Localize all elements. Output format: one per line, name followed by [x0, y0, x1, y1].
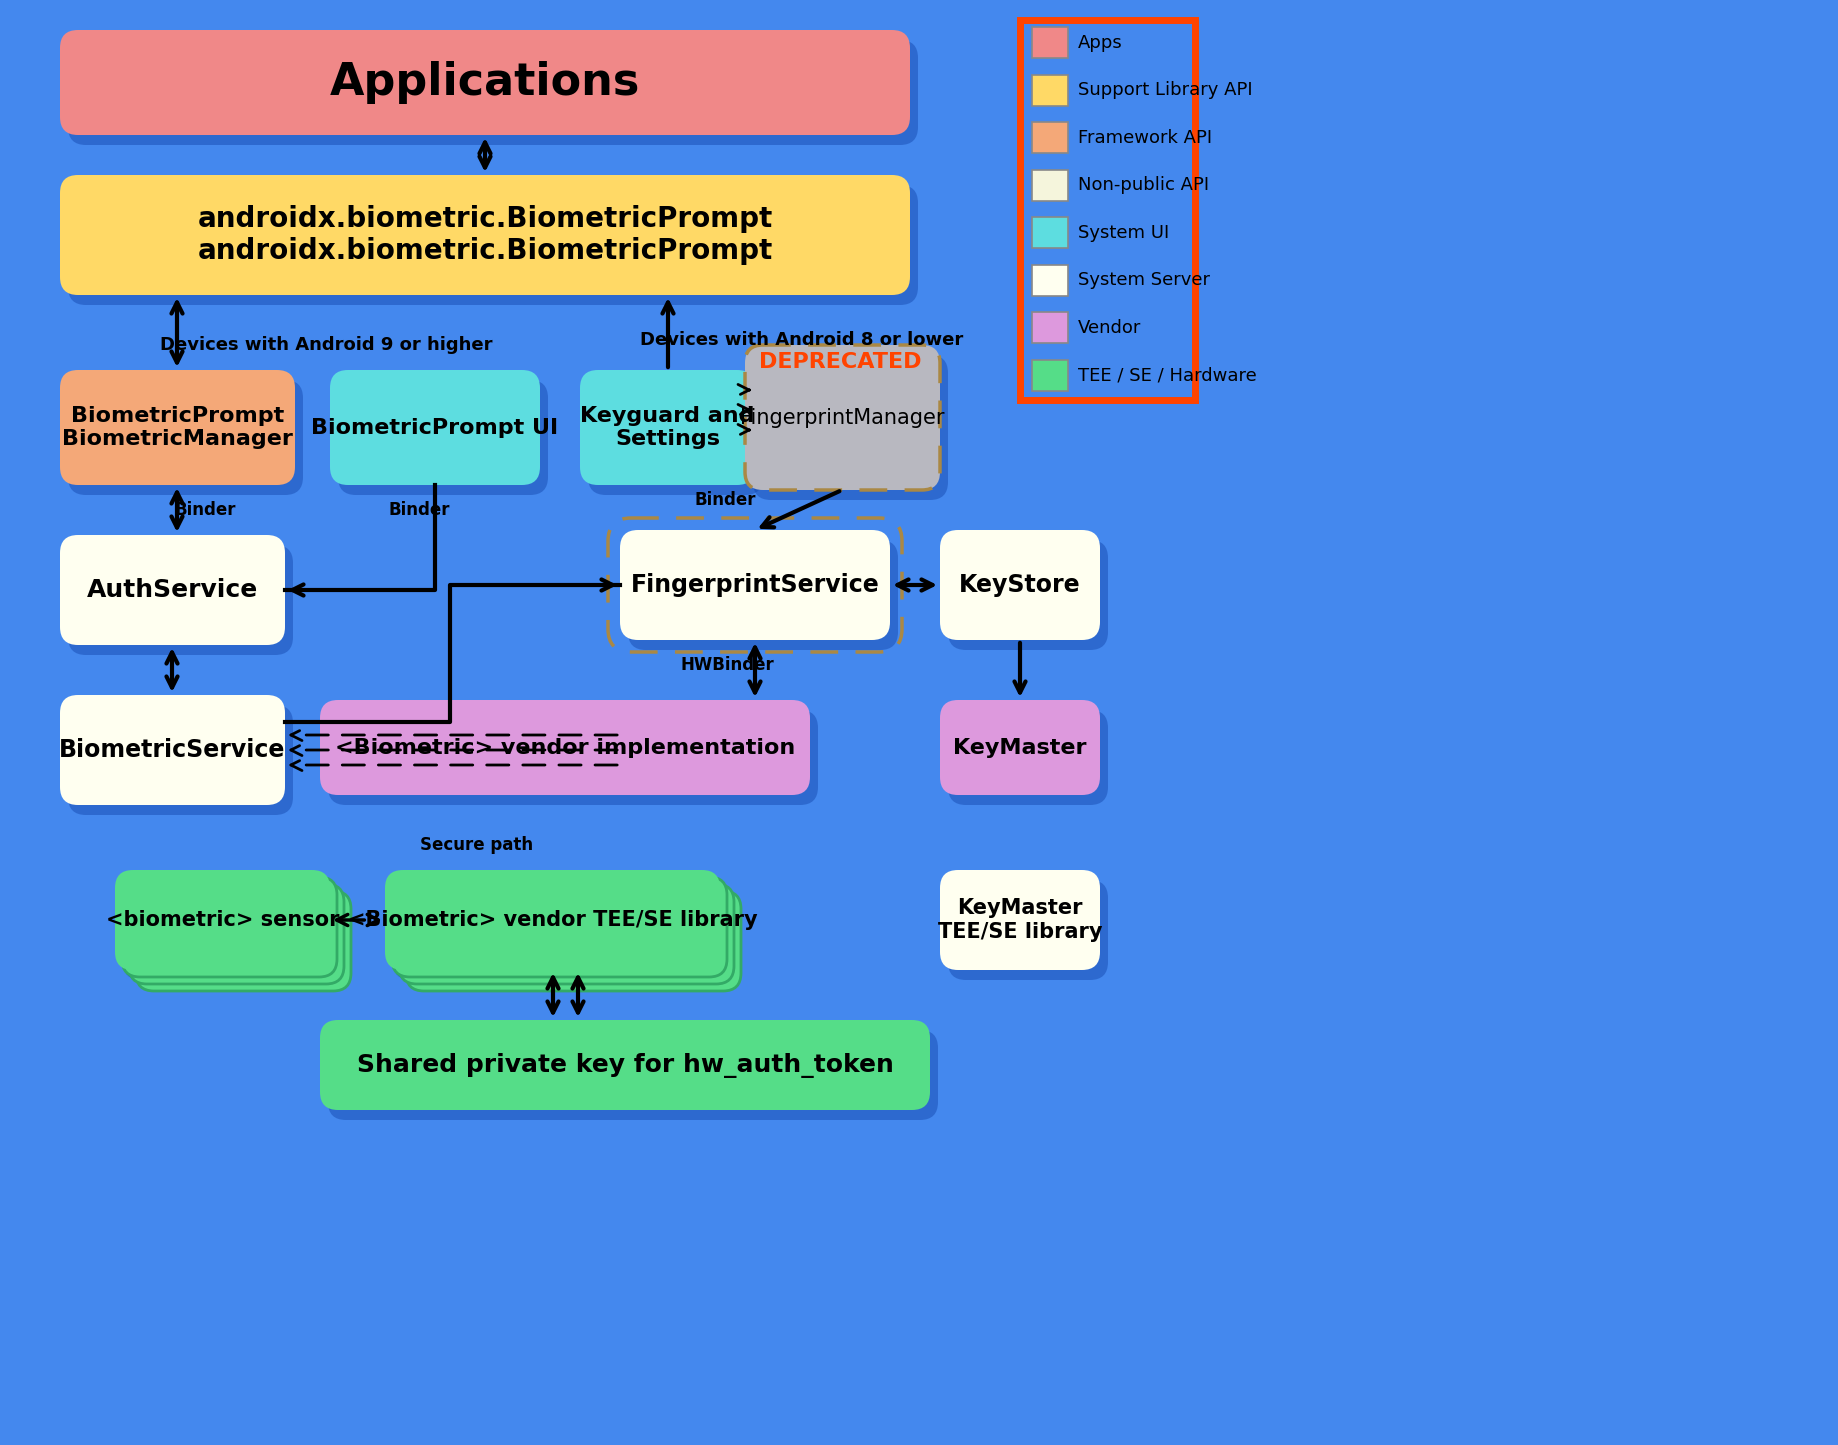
- FancyBboxPatch shape: [939, 699, 1099, 795]
- FancyBboxPatch shape: [619, 530, 890, 640]
- FancyBboxPatch shape: [1031, 75, 1068, 105]
- FancyBboxPatch shape: [1031, 217, 1068, 249]
- FancyBboxPatch shape: [1031, 169, 1068, 201]
- Text: KeyMaster: KeyMaster: [954, 737, 1086, 757]
- Text: Secure path: Secure path: [421, 837, 533, 854]
- FancyBboxPatch shape: [754, 355, 948, 500]
- FancyBboxPatch shape: [123, 880, 338, 980]
- FancyBboxPatch shape: [948, 880, 1108, 980]
- Text: Binder: Binder: [695, 491, 757, 509]
- FancyBboxPatch shape: [61, 30, 910, 134]
- Text: Vendor: Vendor: [1079, 319, 1141, 337]
- FancyBboxPatch shape: [61, 695, 285, 805]
- FancyBboxPatch shape: [68, 545, 292, 655]
- FancyBboxPatch shape: [581, 370, 755, 486]
- FancyBboxPatch shape: [121, 877, 336, 977]
- Text: DEPRECATED: DEPRECATED: [759, 353, 921, 371]
- Text: Devices with Android 9 or higher: Devices with Android 9 or higher: [160, 337, 493, 354]
- FancyBboxPatch shape: [1031, 312, 1068, 342]
- Text: Apps: Apps: [1079, 33, 1123, 52]
- Text: Devices with Android 8 or lower: Devices with Android 8 or lower: [640, 331, 963, 350]
- Text: TEE / SE / Hardware: TEE / SE / Hardware: [1079, 366, 1257, 384]
- FancyBboxPatch shape: [1031, 264, 1068, 295]
- Text: KeyMaster
TEE/SE library: KeyMaster TEE/SE library: [937, 899, 1103, 942]
- FancyBboxPatch shape: [68, 40, 917, 144]
- FancyBboxPatch shape: [136, 892, 351, 991]
- Text: <Biometric> vendor implementation: <Biometric> vendor implementation: [335, 737, 796, 757]
- FancyBboxPatch shape: [1031, 360, 1068, 390]
- Text: <Biometric> vendor TEE/SE library: <Biometric> vendor TEE/SE library: [347, 910, 757, 931]
- Text: androidx.biometric.BiometricPrompt
androidx.biometric.BiometricPrompt: androidx.biometric.BiometricPrompt andro…: [197, 205, 772, 266]
- Text: BiometricPrompt
BiometricManager: BiometricPrompt BiometricManager: [62, 406, 292, 449]
- Text: FingerprintService: FingerprintService: [630, 574, 879, 597]
- FancyBboxPatch shape: [393, 880, 728, 980]
- FancyBboxPatch shape: [61, 175, 910, 295]
- FancyBboxPatch shape: [61, 370, 296, 486]
- FancyBboxPatch shape: [948, 540, 1108, 650]
- Text: Non-public API: Non-public API: [1079, 176, 1209, 194]
- Text: System Server: System Server: [1079, 272, 1209, 289]
- FancyBboxPatch shape: [1031, 27, 1068, 58]
- FancyBboxPatch shape: [384, 870, 720, 970]
- FancyBboxPatch shape: [331, 370, 540, 486]
- FancyBboxPatch shape: [61, 535, 285, 644]
- Text: Binder: Binder: [388, 501, 450, 519]
- FancyBboxPatch shape: [327, 709, 818, 805]
- Text: System UI: System UI: [1079, 224, 1169, 241]
- FancyBboxPatch shape: [320, 1020, 930, 1110]
- Text: AuthService: AuthService: [86, 578, 257, 603]
- Text: Keyguard and
Settings: Keyguard and Settings: [581, 406, 755, 449]
- FancyBboxPatch shape: [338, 380, 548, 496]
- Text: Framework API: Framework API: [1079, 129, 1211, 147]
- FancyBboxPatch shape: [320, 699, 811, 795]
- FancyBboxPatch shape: [939, 870, 1099, 970]
- FancyBboxPatch shape: [629, 540, 899, 650]
- Text: HWBinder: HWBinder: [680, 656, 774, 673]
- Text: FingerprintManager: FingerprintManager: [741, 407, 945, 428]
- FancyBboxPatch shape: [406, 892, 741, 991]
- FancyBboxPatch shape: [68, 185, 917, 305]
- FancyBboxPatch shape: [129, 884, 344, 984]
- Text: KeyStore: KeyStore: [959, 574, 1081, 597]
- FancyBboxPatch shape: [399, 884, 733, 984]
- FancyBboxPatch shape: [116, 870, 331, 970]
- Text: BiometricPrompt UI: BiometricPrompt UI: [311, 418, 559, 438]
- FancyBboxPatch shape: [1020, 20, 1195, 400]
- Text: Shared private key for hw_auth_token: Shared private key for hw_auth_token: [357, 1052, 893, 1078]
- Text: Support Library API: Support Library API: [1079, 81, 1254, 100]
- FancyBboxPatch shape: [1031, 123, 1068, 153]
- FancyBboxPatch shape: [948, 709, 1108, 805]
- FancyBboxPatch shape: [939, 530, 1099, 640]
- Text: BiometricService: BiometricService: [59, 738, 285, 762]
- FancyBboxPatch shape: [744, 345, 939, 490]
- FancyBboxPatch shape: [327, 1030, 937, 1120]
- FancyBboxPatch shape: [391, 877, 728, 977]
- Text: Binder: Binder: [175, 501, 237, 519]
- FancyBboxPatch shape: [68, 380, 303, 496]
- Text: <biometric> sensor: <biometric> sensor: [107, 910, 340, 931]
- FancyBboxPatch shape: [68, 705, 292, 815]
- FancyBboxPatch shape: [588, 380, 763, 496]
- Text: Applications: Applications: [329, 61, 640, 104]
